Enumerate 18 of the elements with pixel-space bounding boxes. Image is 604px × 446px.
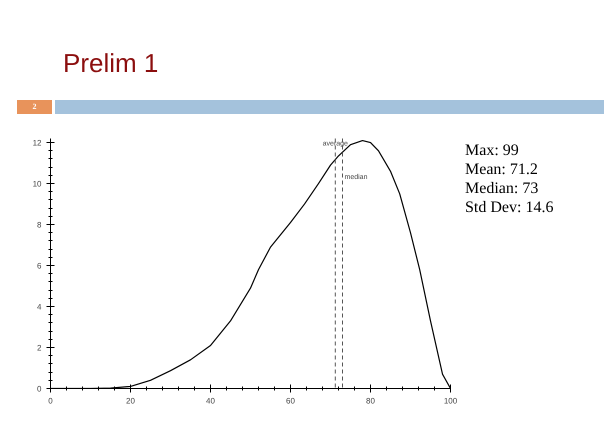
text: Std Dev: 14.6 — [465, 198, 554, 217]
x-tick-label: 100 — [444, 396, 458, 406]
x-tick-label: 60 — [286, 396, 296, 406]
y-tick-label: 4 — [37, 302, 42, 312]
y-tick-label: 8 — [37, 220, 42, 230]
x-tick-label: 80 — [366, 396, 376, 406]
chart-title: Prelim 1 — [62, 47, 158, 80]
text: Median: 73 — [465, 179, 540, 198]
x-tick-label: 20 — [126, 396, 136, 406]
x-tick-label: 0 — [48, 396, 54, 406]
y-tick-label: 12 — [32, 138, 42, 148]
y-tick-label: 2 — [37, 344, 42, 353]
text: Max: 99 — [465, 141, 520, 160]
x-tick-label: 40 — [206, 396, 216, 406]
y-tick-label: 0 — [37, 384, 42, 394]
y-tick-label: 6 — [37, 262, 42, 271]
y-tick-label: 10 — [32, 180, 42, 189]
text: Mean: 71.2 — [465, 160, 539, 179]
